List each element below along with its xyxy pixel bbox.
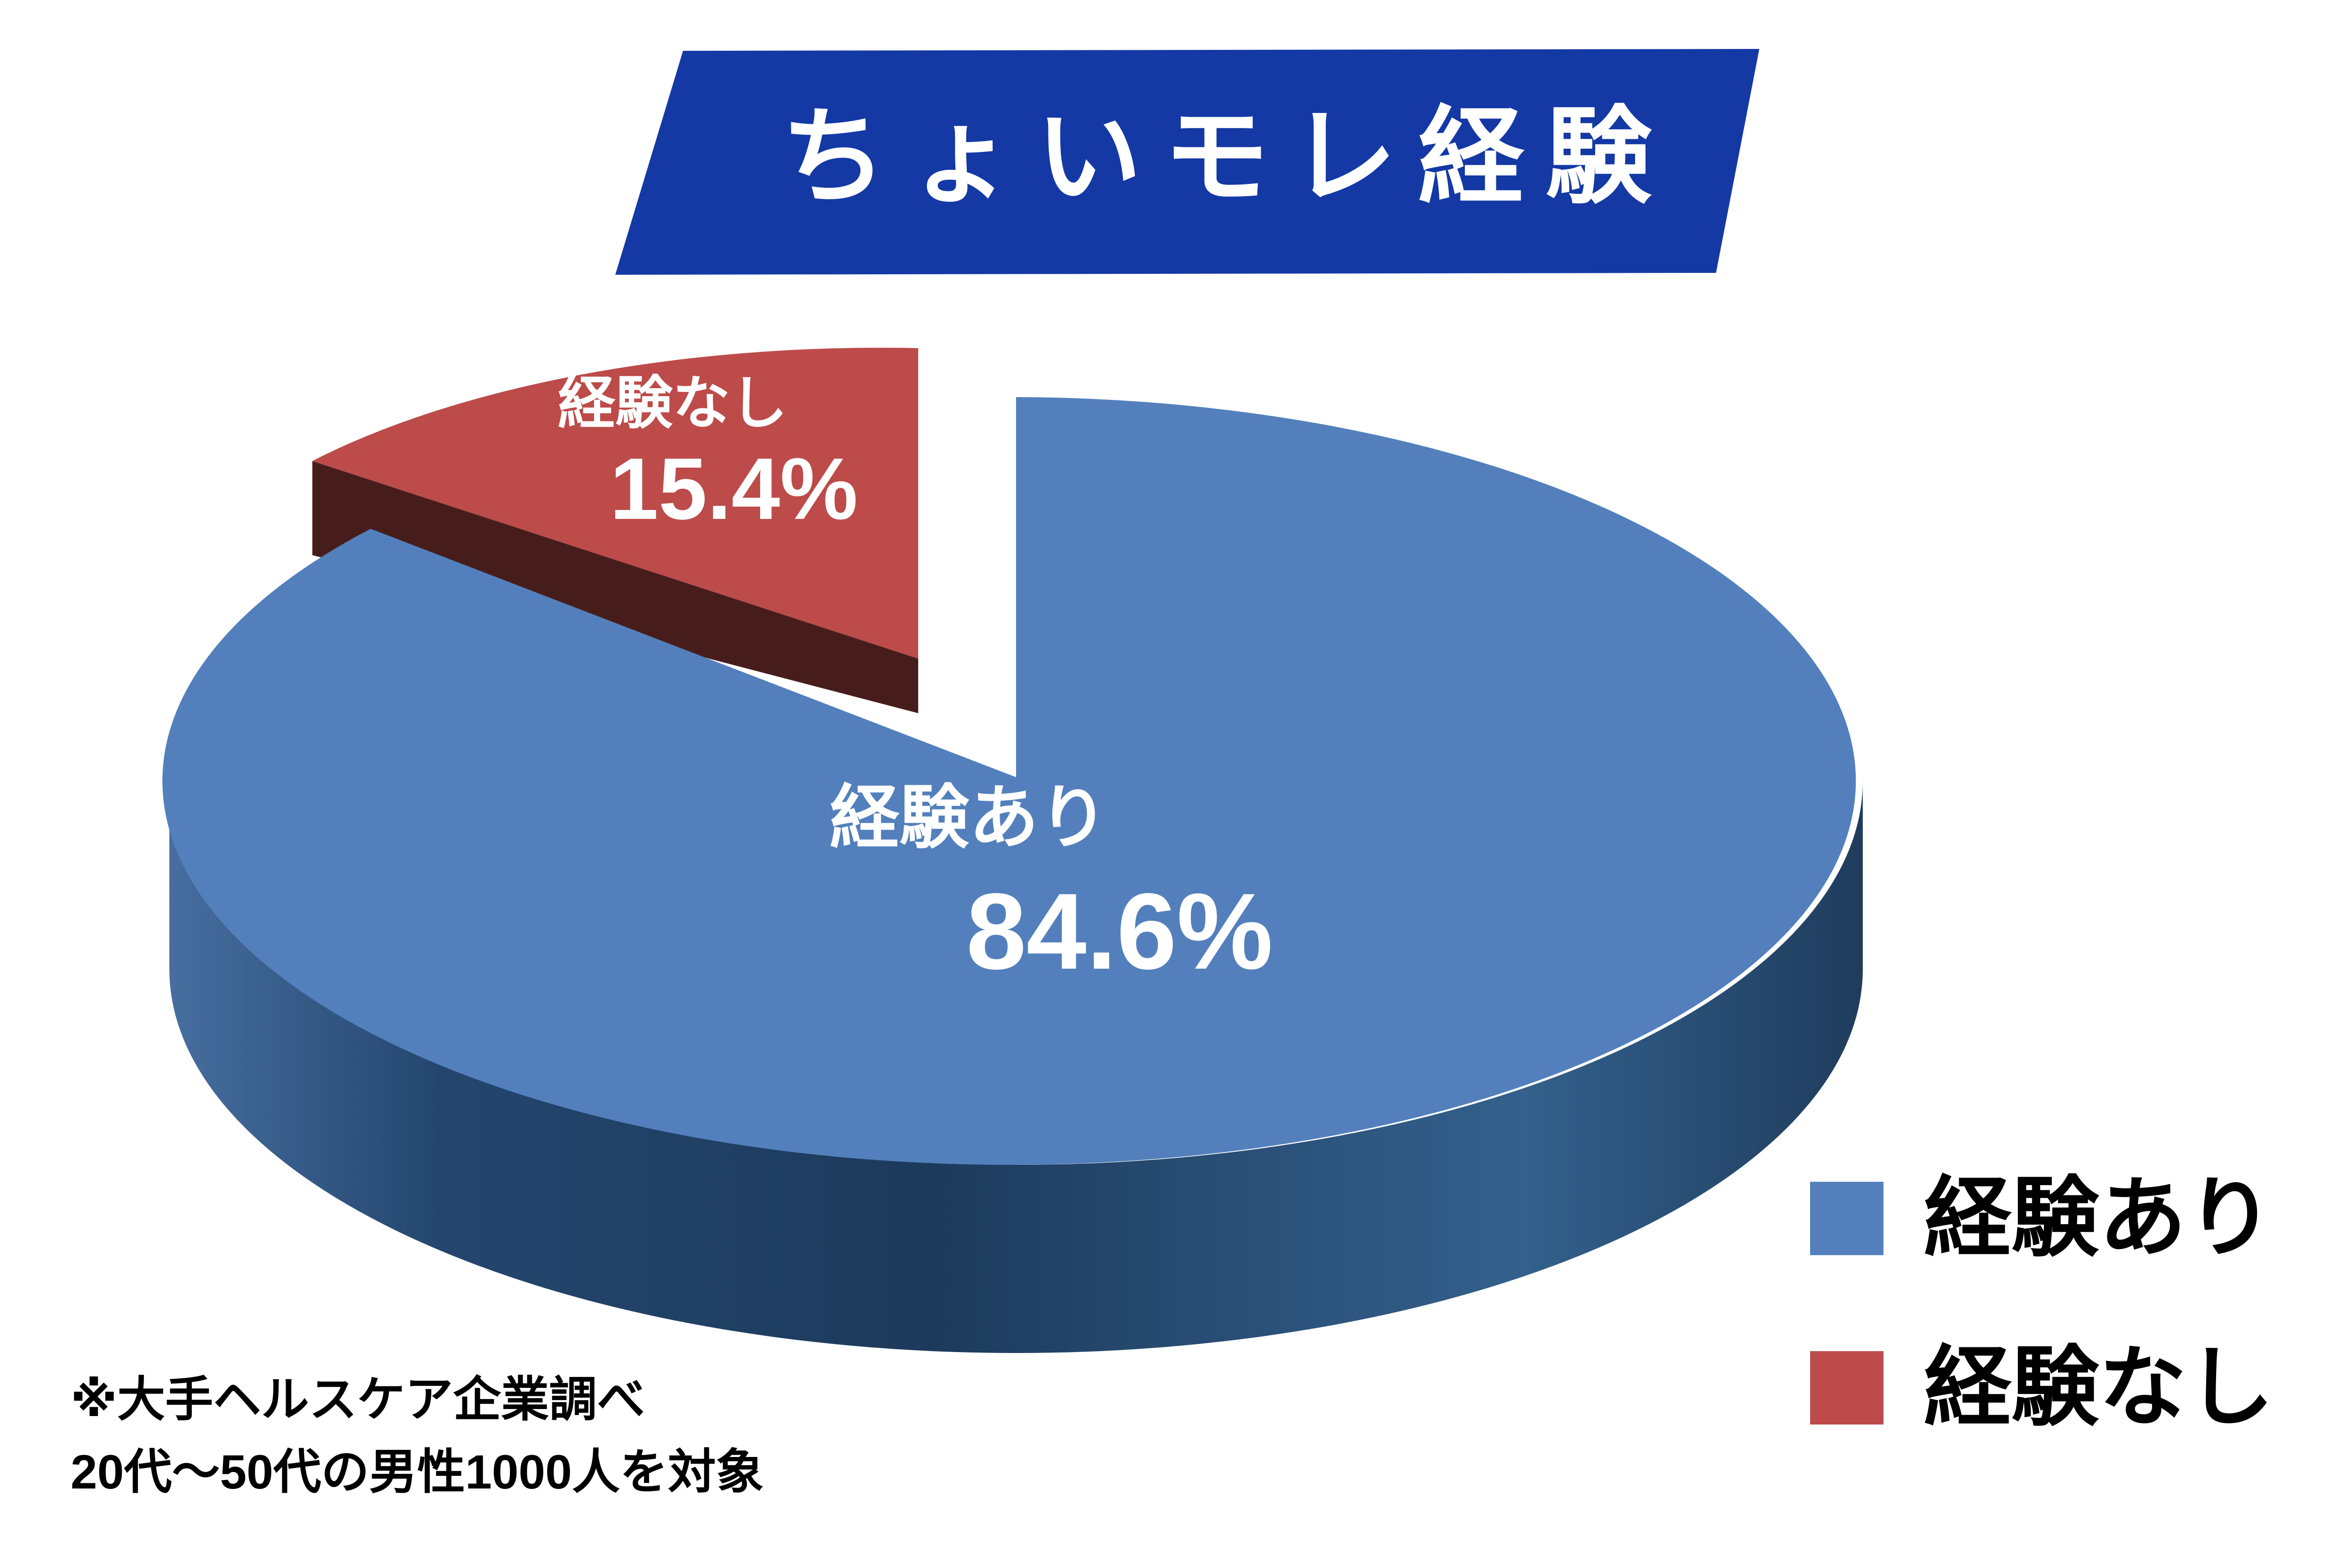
legend-label-blue: 経験あり	[1924, 1170, 2274, 1267]
legend-swatch-blue	[1810, 1182, 1883, 1255]
footnote: ※大手ヘルスケア企業調べ 20代～50代の男性1000人を対象	[71, 1363, 1200, 1508]
legend-label-red: 経験なし	[1924, 1339, 2274, 1436]
pie-slice-blue-side	[169, 781, 1863, 1353]
chart-title: ちょいモレ経験	[781, 97, 1673, 216]
legend-swatch-blue-rect	[1810, 1182, 1883, 1255]
footnote-line-2: 20代～50代の男性1000人を対象	[71, 1445, 764, 1499]
footnote-line-1: ※大手ヘルスケア企業調べ	[71, 1373, 645, 1426]
pie-slice-red-side	[312, 461, 918, 713]
title-banner	[615, 49, 1759, 275]
pie-slice-red-top	[312, 348, 918, 659]
pie-slice-blue-top	[162, 397, 1856, 1165]
slice-label-red: 経験なし	[558, 371, 787, 435]
legend-swatch-red-rect	[1810, 1351, 1883, 1425]
legend-swatch-red	[1810, 1351, 1883, 1425]
legend-item-red: 経験なし	[1810, 1341, 2328, 1435]
slice-label-blue: 経験あり	[830, 779, 1108, 857]
slice-value-red: 15.4%	[610, 440, 858, 538]
legend: 経験あり 経験なし	[1810, 1171, 2328, 1435]
legend-item-blue: 経験あり	[1810, 1171, 2328, 1266]
slice-value-blue: 84.6%	[966, 871, 1273, 992]
